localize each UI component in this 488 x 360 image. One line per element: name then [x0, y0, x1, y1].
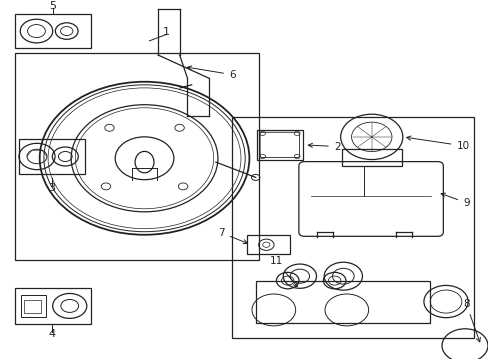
- Bar: [15, 53, 259, 260]
- Text: 5: 5: [49, 1, 57, 11]
- Text: 8: 8: [462, 299, 479, 342]
- Bar: [19, 139, 85, 174]
- Text: 7: 7: [218, 228, 247, 244]
- Bar: [15, 14, 91, 48]
- Bar: [256, 280, 429, 323]
- Bar: [21, 295, 45, 317]
- Text: 9: 9: [440, 193, 468, 208]
- Text: 10: 10: [406, 136, 468, 151]
- Text: 2: 2: [308, 141, 340, 152]
- Text: 4: 4: [48, 329, 55, 339]
- Bar: [246, 235, 290, 254]
- Bar: [24, 300, 41, 313]
- Bar: [341, 149, 401, 166]
- Text: 1: 1: [163, 27, 170, 37]
- Text: 11: 11: [269, 256, 297, 287]
- Text: 6: 6: [187, 66, 235, 80]
- Bar: [232, 117, 473, 338]
- Bar: [256, 130, 303, 160]
- Text: 3: 3: [48, 183, 55, 193]
- Bar: [15, 288, 91, 324]
